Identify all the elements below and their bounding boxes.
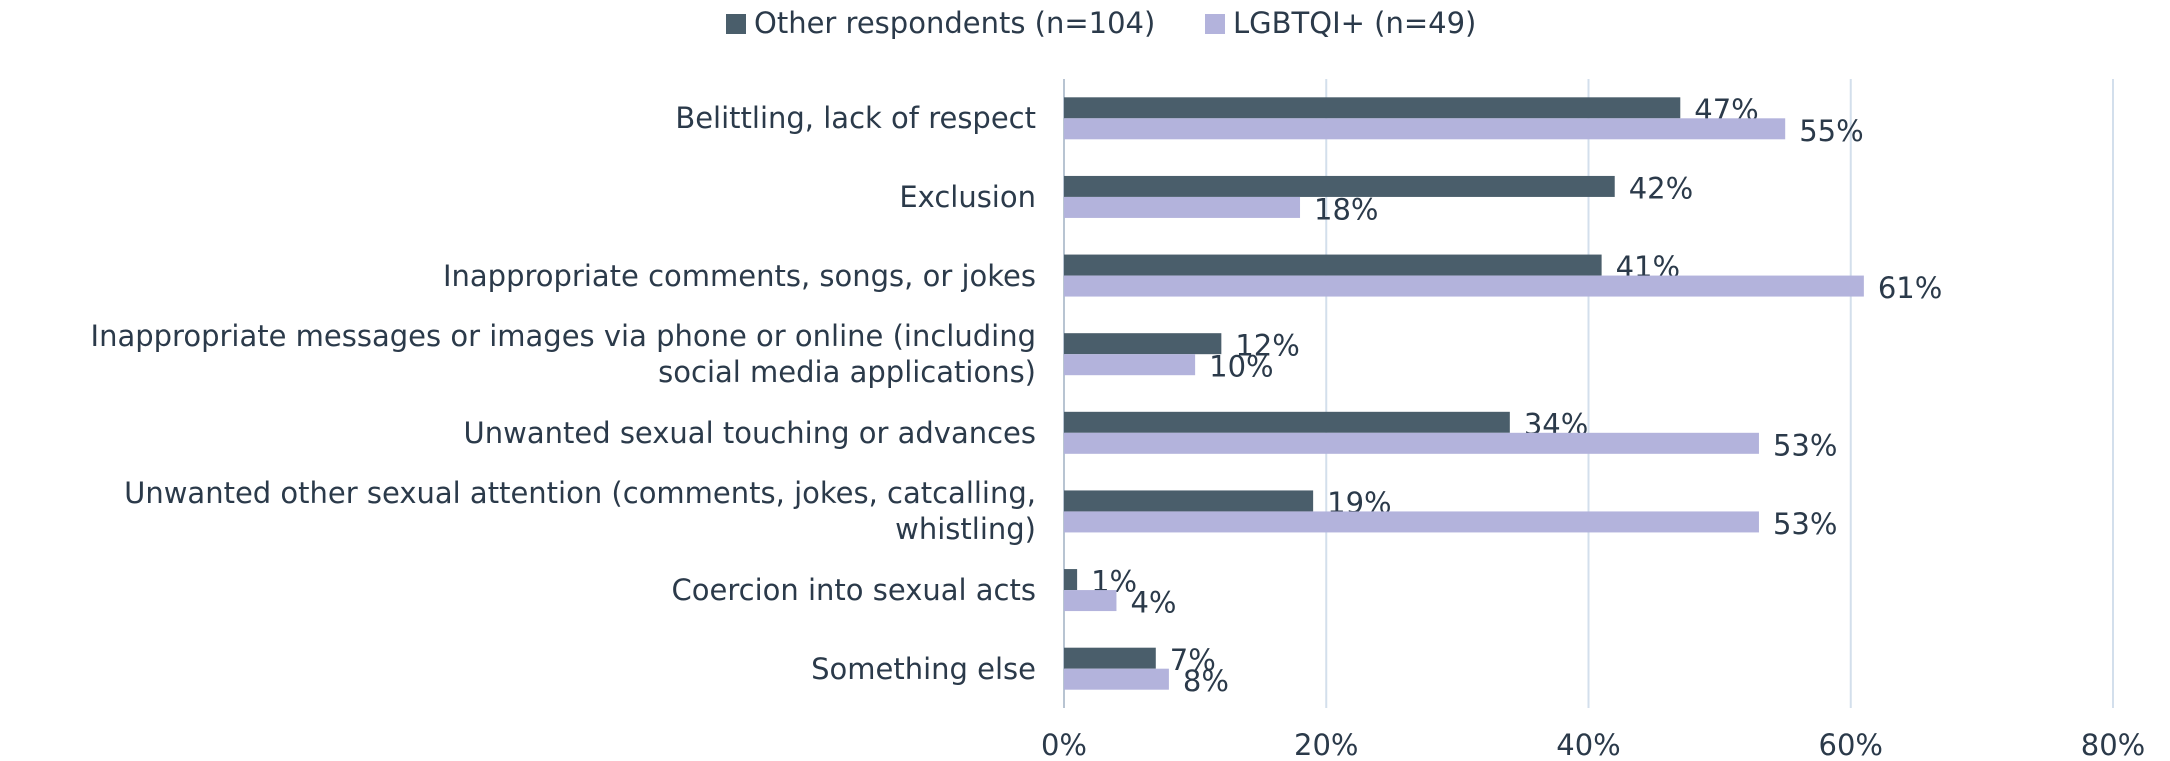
bar: [1064, 275, 1864, 297]
x-tick-label: 60%: [1819, 728, 1883, 761]
bar: [1064, 569, 1078, 591]
bar: [1064, 175, 1615, 197]
bar: [1064, 354, 1196, 376]
y-tick-label: Exclusion: [899, 179, 1036, 214]
bar: [1064, 647, 1156, 669]
value-label: 12%: [1235, 329, 1299, 363]
bar: [1064, 411, 1510, 433]
value-label: 42%: [1629, 171, 1693, 205]
y-tick-label: Unwanted other sexual attention (comment…: [124, 476, 1036, 547]
y-tick-label: Belittling, lack of respect: [675, 101, 1036, 136]
x-tick-label: 80%: [2081, 728, 2145, 761]
bar: [1064, 511, 1759, 533]
legend-swatch: [1205, 14, 1225, 34]
y-tick-label: Unwanted sexual touching or advances: [463, 415, 1037, 450]
value-label: 55%: [1799, 114, 1863, 148]
bar: [1064, 490, 1314, 512]
x-tick-label: 0%: [1041, 728, 1087, 761]
legend-label: LGBTQI+ (n=49): [1233, 6, 1476, 40]
value-label: 53%: [1773, 428, 1837, 462]
x-tick-label: 20%: [1294, 728, 1358, 761]
legend-swatch: [726, 14, 746, 34]
value-label: 8%: [1183, 664, 1229, 698]
bar: [1064, 196, 1301, 218]
value-label: 7%: [1170, 643, 1216, 677]
bar: [1064, 254, 1602, 276]
value-label: 53%: [1773, 507, 1837, 541]
value-label: 10%: [1209, 350, 1273, 384]
bar: [1064, 97, 1681, 119]
y-tick-label: Inappropriate comments, songs, or jokes: [442, 258, 1036, 293]
y-tick-label: Something else: [811, 651, 1036, 686]
bar: [1064, 118, 1786, 140]
bar: [1064, 590, 1117, 612]
legend-label: Other respondents (n=104): [754, 6, 1155, 40]
bar: [1064, 333, 1222, 355]
value-label: 18%: [1314, 192, 1378, 226]
value-label: 4%: [1130, 586, 1176, 620]
bar: [1064, 668, 1169, 690]
bar: [1064, 432, 1759, 454]
y-tick-label: Coercion into sexual acts: [671, 573, 1036, 608]
y-tick-label: Inappropriate messages or images via pho…: [90, 319, 1036, 390]
value-label: 61%: [1878, 271, 1942, 305]
x-tick-label: 40%: [1556, 728, 1620, 761]
